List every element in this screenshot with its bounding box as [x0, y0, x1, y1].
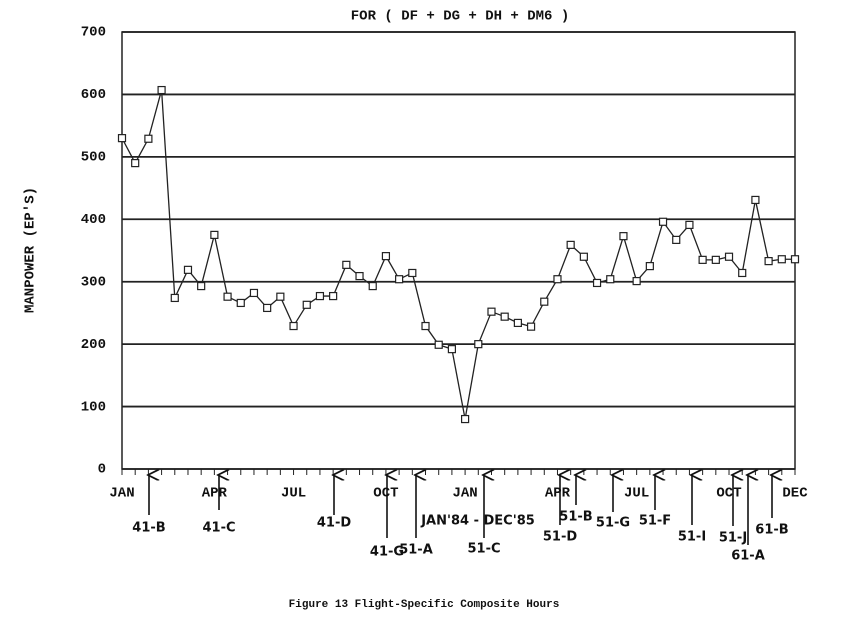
marker	[395, 275, 404, 284]
annotation-label: 61-A	[731, 549, 765, 564]
annotation-label: 61-B	[755, 523, 788, 538]
marker	[685, 220, 694, 230]
x-tick-label: APR	[545, 486, 571, 502]
annotation-label: 51-G	[596, 516, 630, 531]
y-tick-label: 500	[81, 150, 106, 166]
y-tick-label: 0	[98, 462, 106, 478]
marker	[183, 265, 193, 274]
annotation-label: 51-C	[467, 542, 500, 557]
y-tick-label: 600	[81, 87, 106, 103]
marker	[117, 134, 127, 143]
x-tick-label: JAN	[109, 486, 134, 502]
marker	[170, 293, 179, 303]
marker	[302, 300, 311, 309]
x-tick-label: JUL	[281, 486, 306, 502]
marker	[487, 307, 496, 316]
marker	[566, 240, 575, 249]
marker	[790, 255, 800, 264]
period-label: JAN'84 - DEC'85	[420, 514, 535, 529]
marker	[500, 312, 509, 321]
annotation-label: 41-B	[132, 521, 165, 536]
annotation-label: 51-J	[719, 531, 747, 546]
marker	[289, 321, 298, 331]
marker	[474, 340, 483, 349]
marker	[421, 321, 430, 331]
marker	[329, 291, 338, 301]
y-tick-label: 400	[81, 212, 106, 228]
annotation-label: 51-I	[678, 530, 706, 545]
marker	[315, 291, 325, 301]
y-tick-label: 300	[81, 274, 106, 290]
marker	[553, 275, 562, 284]
caption: Figure 13 Flight-Specific Composite Hour…	[289, 599, 560, 611]
marker	[540, 297, 549, 306]
marker	[698, 255, 707, 264]
annotation-label: 51-A	[399, 543, 433, 558]
annotation-label: 41-G	[370, 545, 404, 560]
marker	[434, 340, 443, 349]
marker	[447, 345, 457, 354]
marker	[764, 257, 773, 266]
marker	[157, 85, 166, 95]
marker	[606, 275, 615, 284]
marker	[592, 278, 602, 288]
marker	[724, 252, 734, 261]
marker	[526, 322, 536, 331]
annotation-label: 51-F	[639, 514, 671, 529]
marker	[381, 252, 391, 261]
annotation-label: 41-C	[202, 521, 235, 536]
marker	[645, 262, 654, 271]
marker	[276, 292, 285, 301]
x-tick-label: OCT	[716, 486, 741, 502]
y-axis-label: MANPOWER (EP'S)	[23, 187, 39, 313]
y-tick-label: 700	[81, 25, 106, 41]
marker	[342, 260, 351, 269]
marker	[236, 298, 245, 308]
marker	[210, 230, 219, 239]
marker	[672, 235, 681, 244]
marker	[223, 292, 232, 301]
x-tick-label: OCT	[373, 486, 398, 502]
marker	[408, 268, 417, 278]
marker	[619, 232, 628, 241]
x-tick-label: DEC	[782, 486, 808, 502]
x-tick-label: JAN	[452, 486, 477, 502]
marker	[355, 271, 364, 281]
chart-title: FOR ( DF + DG + DH + DM6 )	[351, 9, 569, 25]
y-tick-label: 100	[81, 399, 106, 415]
marker	[368, 281, 377, 291]
marker	[658, 217, 668, 226]
marker	[751, 195, 760, 205]
marker	[460, 414, 470, 424]
x-tick-label: APR	[202, 486, 228, 502]
marker	[263, 303, 272, 313]
marker	[513, 318, 522, 328]
marker	[131, 159, 140, 168]
marker	[579, 252, 588, 261]
marker	[197, 281, 206, 291]
marker	[777, 255, 786, 264]
line	[121, 89, 795, 420]
marker	[738, 268, 747, 278]
plot-frame	[121, 31, 796, 470]
marker	[632, 276, 641, 286]
marker	[144, 134, 153, 143]
annotation-label: 41-D	[317, 516, 351, 531]
marker	[249, 288, 259, 298]
marker	[711, 255, 720, 264]
x-tick-label: JUL	[624, 486, 649, 502]
annotation-label: 51-D	[543, 530, 577, 545]
y-tick-label: 200	[81, 337, 106, 353]
annotation-label: 51-B	[559, 510, 592, 525]
